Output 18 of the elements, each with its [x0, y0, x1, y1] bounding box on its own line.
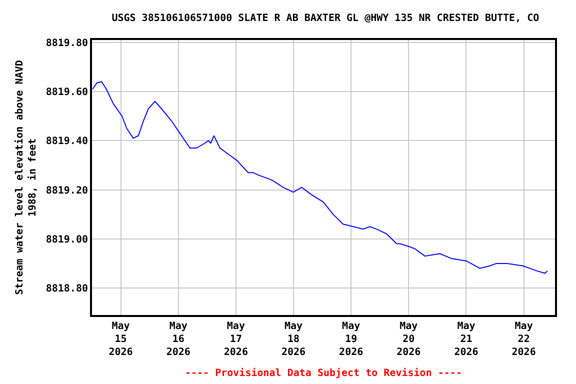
- y-tick-label: 8819.40: [46, 136, 88, 148]
- y-tick-label: 8819.80: [46, 38, 88, 49]
- x-tick-label: May 18 2026: [281, 321, 306, 358]
- y-tick-label: 8819.00: [46, 234, 88, 246]
- y-tick-label: 8819.60: [46, 87, 88, 98]
- x-tick-label: May 21 2026: [454, 321, 478, 358]
- y-tick-label: 8819.20: [46, 185, 88, 196]
- line-series: [92, 81, 548, 274]
- x-tick-label: May 16 2026: [166, 321, 190, 358]
- x-tick-label: May 19 2026: [339, 321, 364, 358]
- x-tick-label: May 20 2026: [396, 321, 421, 358]
- x-tick-label: May 15 2026: [108, 321, 133, 358]
- chart-title: USGS 385106106571000 SLATE R AB BAXTER GL @HWY 135 NR CRESTED BUTTE, CO: [112, 12, 540, 24]
- x-tick-label: May 22 2026: [512, 321, 536, 358]
- text: ---- Provisional Data Subject to Revision ----: [185, 367, 462, 379]
- y-tick-label: 8818.80: [46, 283, 88, 294]
- x-tick-label: May 17 2026: [224, 321, 248, 358]
- y-axis-title: Stream water level elevation above NAVD 1988, in feet: [13, 60, 38, 295]
